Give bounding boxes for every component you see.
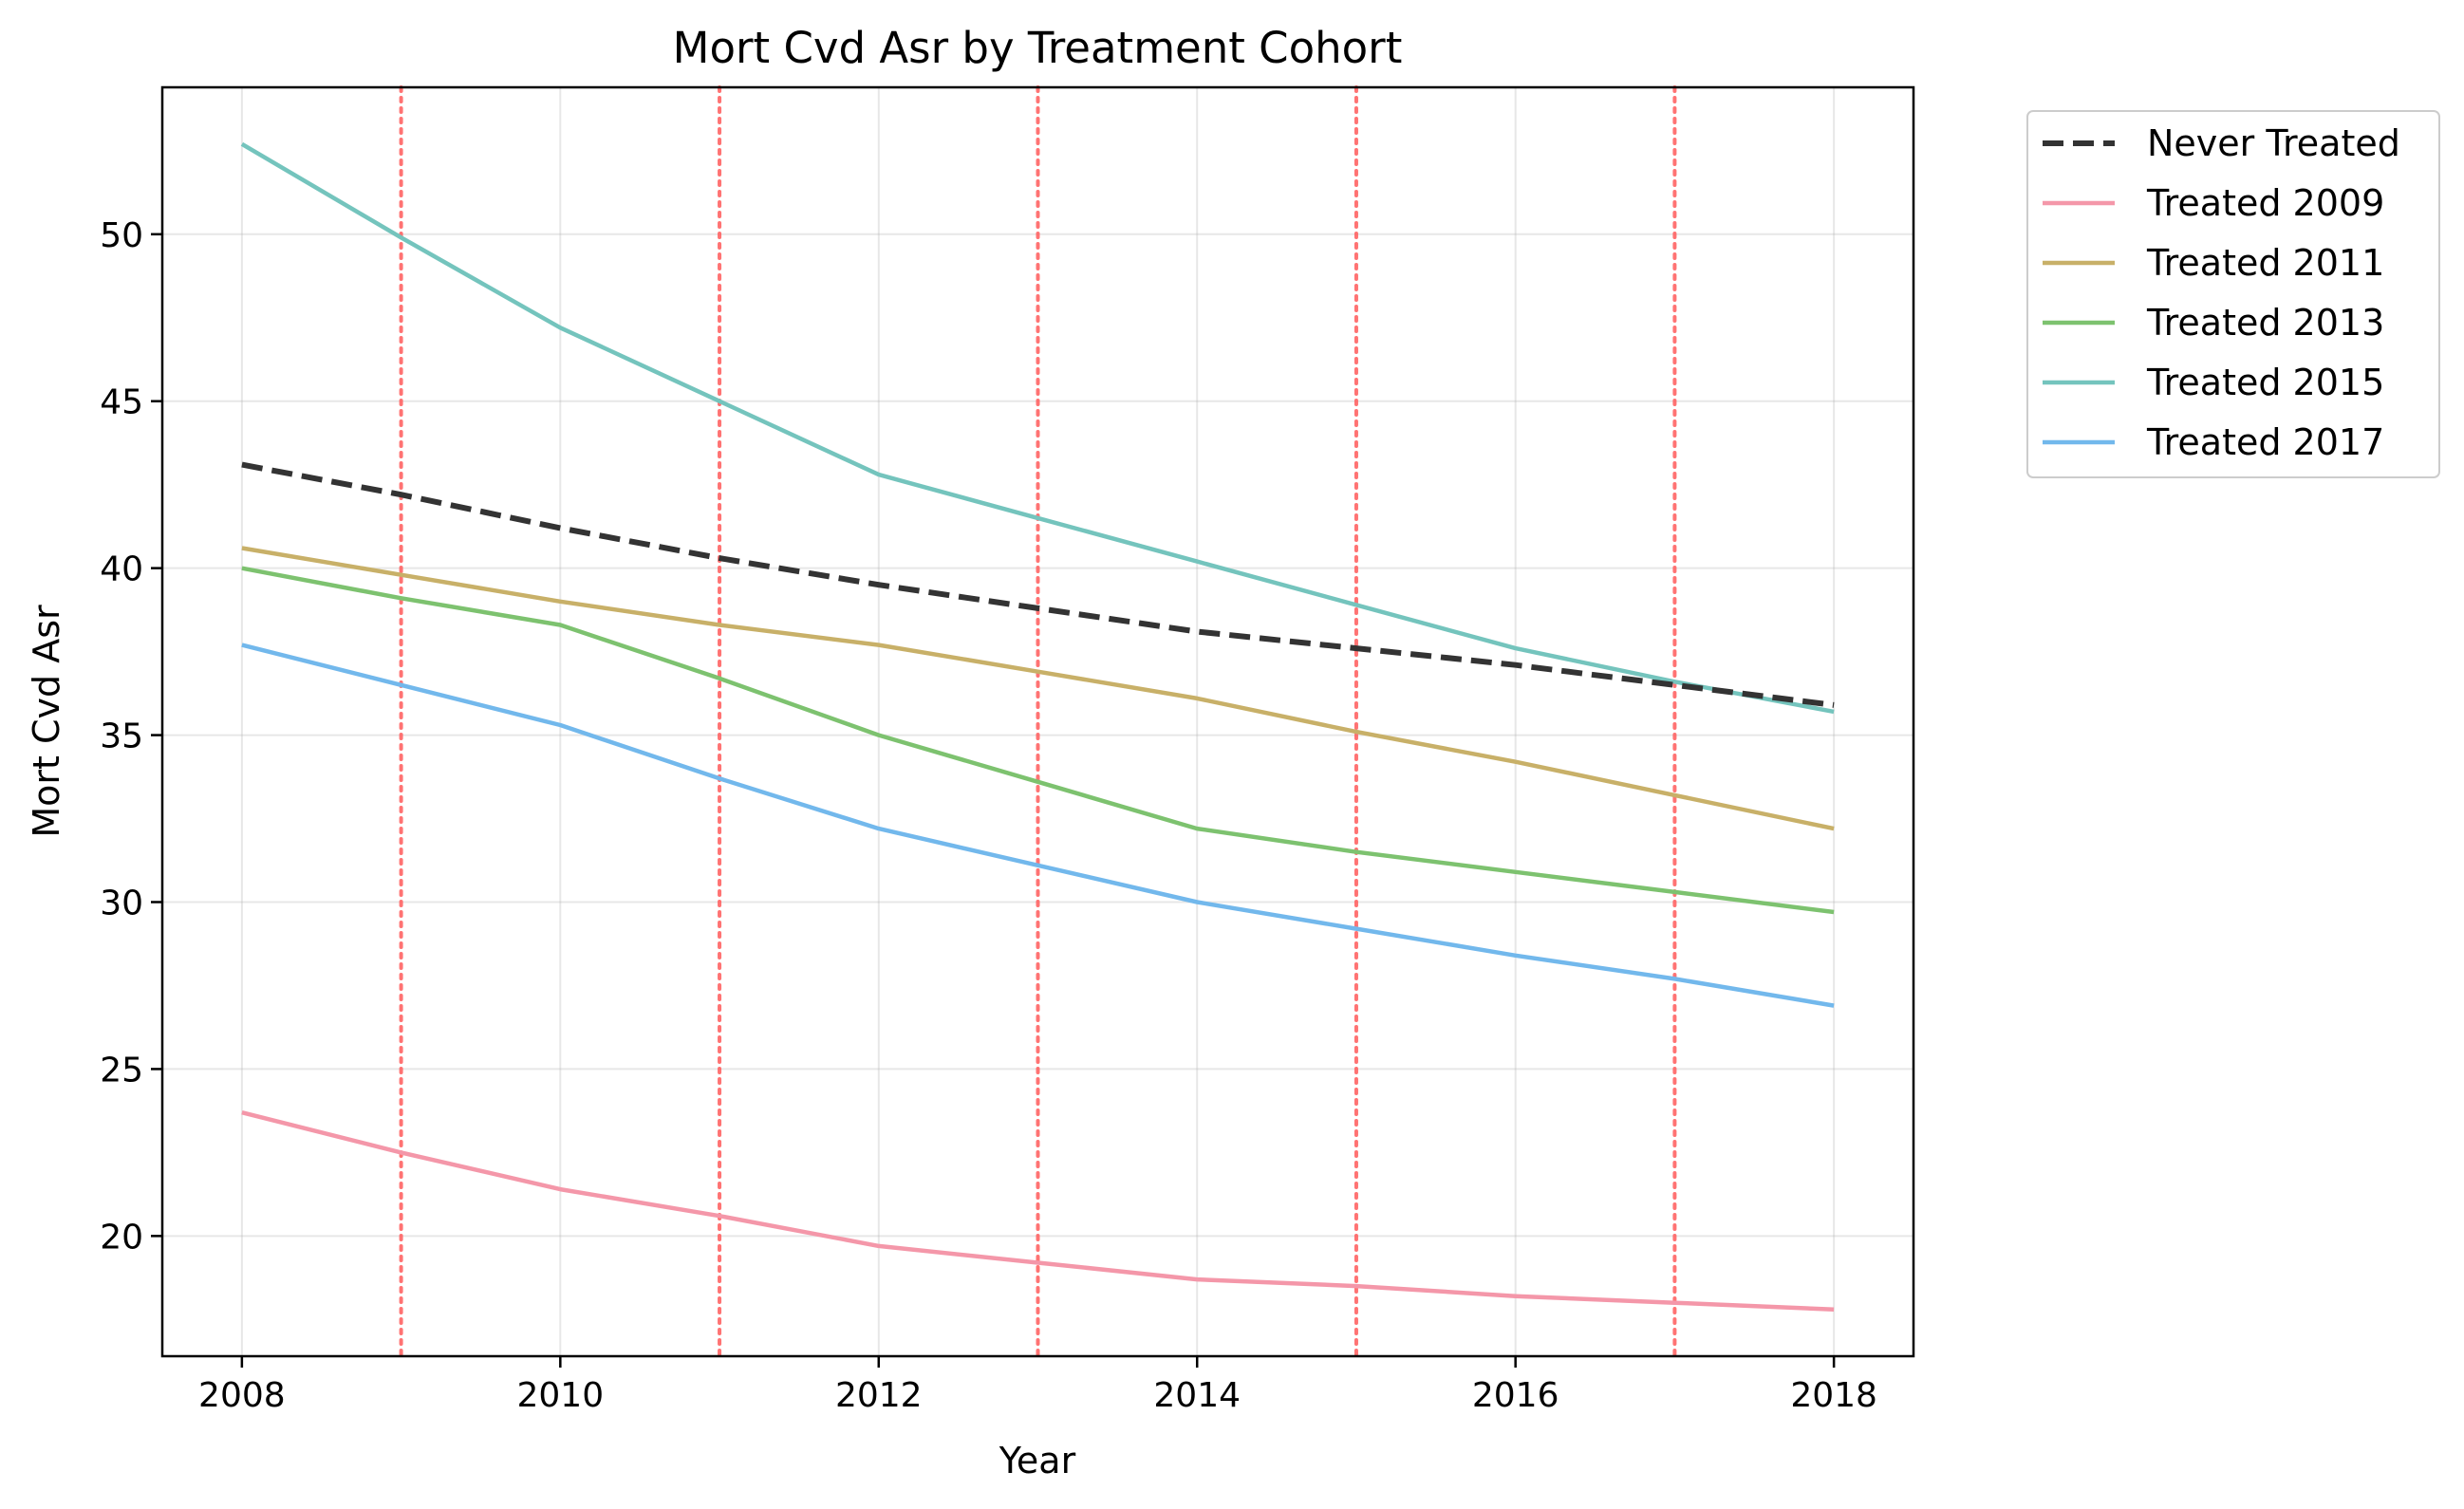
- legend-label-treated-2013: Treated 2013: [2146, 302, 2384, 344]
- y-tick-label-25: 25: [100, 1051, 143, 1090]
- x-tick-label-2014: 2014: [1153, 1376, 1241, 1415]
- series-line-treated-2009: [241, 1110, 1835, 1312]
- series-line-treated-2015: [240, 141, 1835, 715]
- y-tick-label-20: 20: [100, 1218, 143, 1257]
- y-tick-label-40: 40: [100, 550, 143, 589]
- y-tick-label-35: 35: [100, 717, 143, 756]
- y-axis-label: Mort Cvd Asr: [26, 605, 67, 838]
- series-line-never-treated: [241, 461, 1835, 708]
- y-tick-label-30: 30: [100, 884, 143, 922]
- y-tick-label-50: 50: [100, 216, 143, 255]
- x-axis-ticks: 2008 2010 2012 2014 2016 2018: [198, 1356, 1877, 1415]
- legend-box: [2026, 110, 2440, 478]
- x-tick-label-2010: 2010: [517, 1376, 605, 1415]
- x-tick-label-2012: 2012: [835, 1376, 923, 1415]
- legend-label-treated-2009: Treated 2009: [2146, 182, 2384, 224]
- x-tick-label-2016: 2016: [1472, 1376, 1559, 1415]
- y-axis-ticks: 20 25 30 35 40 45 50: [100, 216, 162, 1257]
- legend-label-treated-2017: Treated 2017: [2146, 421, 2384, 463]
- series-line-treated-2013: [241, 566, 1835, 915]
- series-line-treated-2017: [241, 643, 1835, 1008]
- treatment-year-lines: [399, 85, 1677, 1358]
- x-tick-label-2008: 2008: [198, 1376, 286, 1415]
- plot-frame: [160, 85, 1915, 1358]
- legend-label-treated-2011: Treated 2011: [2146, 242, 2384, 284]
- y-tick-label-45: 45: [100, 383, 143, 422]
- legend-label-treated-2015: Treated 2015: [2146, 362, 2384, 403]
- series-lines: [240, 141, 1835, 1312]
- chart-title: Mort Cvd Asr by Treatment Cohort: [673, 23, 1403, 73]
- legend: Never Treated Treated 2009 Treated 2011 Tre…: [2026, 110, 2440, 478]
- series-line-treated-2011: [241, 546, 1835, 831]
- legend-label-never-treated: Never Treated: [2147, 122, 2400, 164]
- x-tick-label-2018: 2018: [1790, 1376, 1877, 1415]
- x-axis-label: Year: [999, 1440, 1076, 1481]
